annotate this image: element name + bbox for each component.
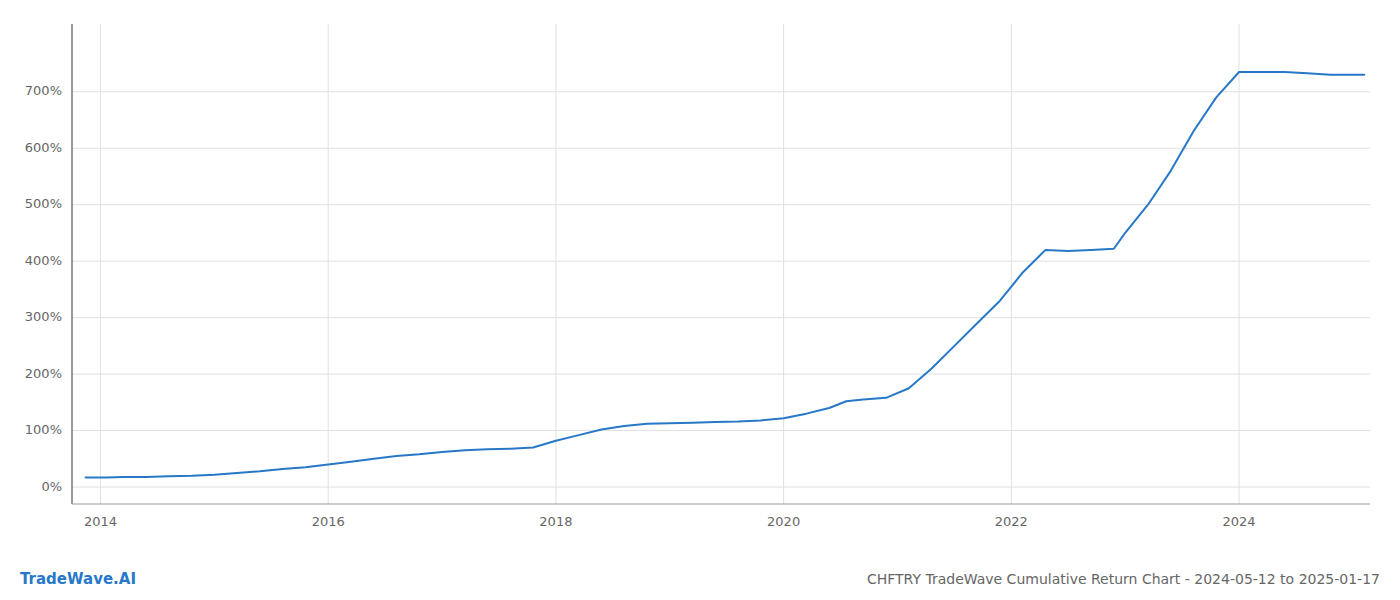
x-grid-line	[1011, 24, 1012, 504]
title: CHFTRY TradeWave Cumulative Return Chart…	[867, 571, 1380, 587]
x-tick-label: 2024	[1223, 514, 1256, 529]
y-grid-line	[72, 91, 1370, 92]
x-tick-label: 2014	[84, 514, 117, 529]
grid	[72, 24, 1370, 504]
line	[86, 72, 1365, 477]
y-tick-label: 100%	[25, 422, 62, 437]
y-tick-label: 600%	[25, 140, 62, 155]
y-grid-line	[72, 374, 1370, 375]
x-grid-line	[555, 24, 556, 504]
y-grid-line	[72, 487, 1370, 488]
page: {"chart_data": {"type": "line", "title":…	[0, 0, 1400, 600]
chart: 0% 100% 200% 300% 400% 500% 600% 700% 2014 2016 20…	[0, 0, 1400, 600]
y-tick-label: 300%	[25, 309, 62, 324]
y-tick-label: 700%	[25, 83, 62, 98]
y-tick-label: 0%	[41, 479, 62, 494]
x-tick-label: 2020	[767, 514, 800, 529]
x-tick-label: 2022	[995, 514, 1028, 529]
x-axis-line	[72, 504, 1370, 505]
x-tick-label: 2016	[312, 514, 345, 529]
axes: 0% 100% 200% 300% 400% 500% 600% 700% 2014 2016 20…	[25, 24, 1370, 529]
y-tick-label: 200%	[25, 366, 62, 381]
x-grid-line	[328, 24, 329, 504]
x-grid-line	[1239, 24, 1240, 504]
x-grid-line	[100, 24, 101, 504]
y-tick-label: 500%	[25, 196, 62, 211]
y-grid-line	[72, 148, 1370, 149]
y-grid-line	[72, 430, 1370, 431]
y-tick-label: 400%	[25, 253, 62, 268]
watermark: TradeWave.AI	[20, 570, 136, 588]
x-tick-label: 2018	[539, 514, 572, 529]
y-grid-line	[72, 317, 1370, 318]
series	[86, 72, 1365, 477]
y-grid-line	[72, 261, 1370, 262]
y-grid-line	[72, 204, 1370, 205]
y-axis-line	[71, 24, 72, 504]
x-grid-line	[783, 24, 784, 504]
